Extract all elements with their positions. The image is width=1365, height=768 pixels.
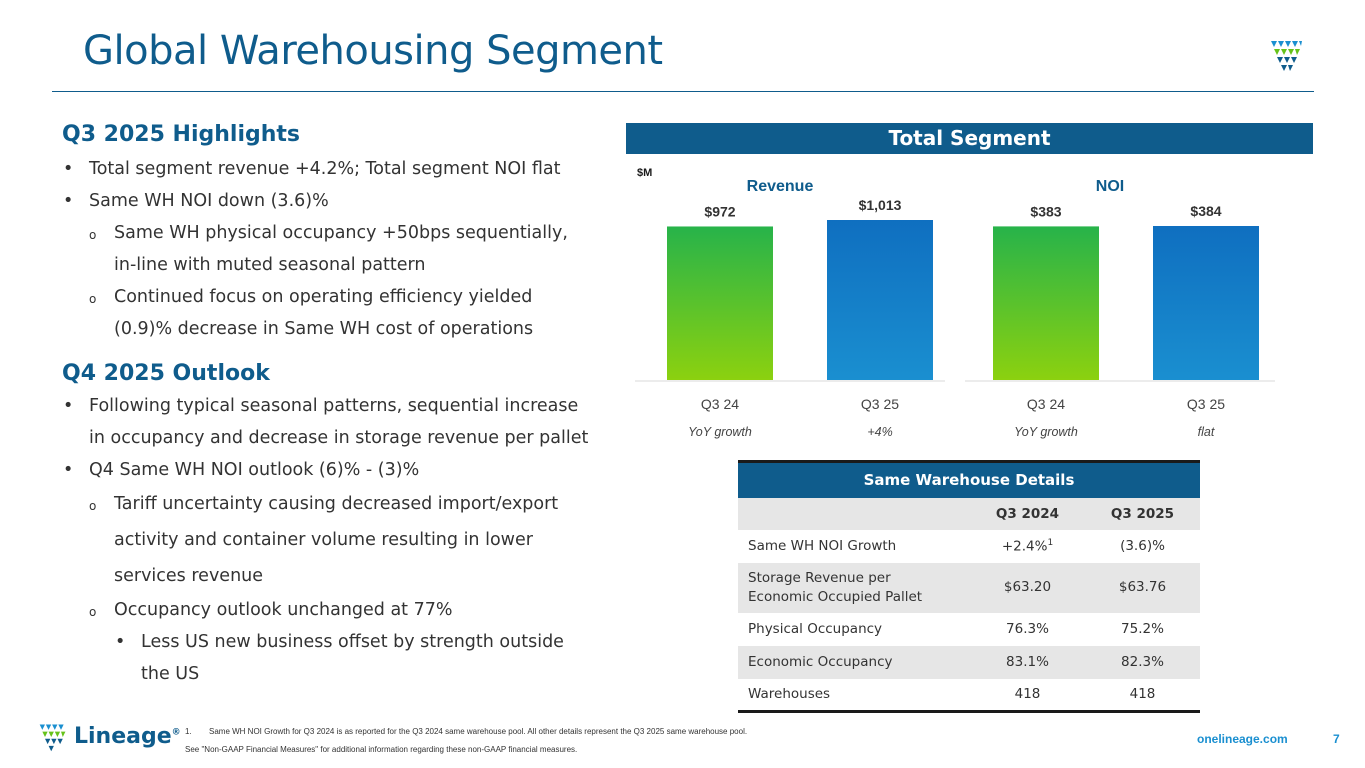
outlook-bullet: Following typical seasonal patterns, seq…	[62, 390, 622, 454]
chart-title: NOI	[1096, 178, 1124, 195]
table-cell: 418	[970, 678, 1085, 713]
highlight-sub-bullet: Same WH physical occupancy +50bps sequen…	[62, 217, 622, 281]
brand-name: Lineage	[74, 724, 172, 749]
bullet-line: Continued focus on operating efficiency …	[114, 287, 533, 307]
footnote-number: 1.	[185, 727, 192, 736]
unit-label: $M	[637, 167, 652, 179]
bullet-line: activity and container volume resulting …	[114, 530, 533, 550]
data-label: $972	[704, 203, 735, 219]
highlights-heading: Q3 2025 Highlights	[62, 122, 301, 147]
table-cell: (3.6)%	[1120, 538, 1165, 554]
footnote-text: Same WH NOI Growth for Q3 2024 is as rep…	[209, 727, 748, 736]
data-label: $1,013	[859, 197, 902, 213]
total-segment-header: Total Segment	[626, 123, 1313, 154]
bullet-line: Same WH physical occupancy +50bps sequen…	[114, 223, 568, 243]
growth-value: flat	[1198, 425, 1215, 439]
bullet-line: the US	[141, 664, 200, 684]
x-tick-label: Q3 25	[1187, 396, 1225, 412]
data-label: $383	[1030, 203, 1061, 219]
table-cell: 82.3%	[1085, 645, 1200, 679]
website-link[interactable]: onelineage.com	[1197, 732, 1288, 746]
page-title: Global Warehousing Segment	[83, 28, 663, 74]
table-cell: 75.2%	[1121, 621, 1164, 637]
x-tick-label: Q3 25	[861, 396, 899, 412]
table-cell: Storage Revenue per Economic Occupied Pa…	[738, 562, 970, 613]
bar	[667, 226, 773, 380]
cell-value: +2.4%	[1001, 538, 1048, 555]
growth-label: YoY growth	[1014, 425, 1078, 439]
table-row: Physical Occupancy 76.3% 75.2%	[738, 613, 1200, 646]
commentary: Q3 2025 Highlights Total segment revenue…	[62, 122, 622, 690]
table-cell: 83.1%	[970, 645, 1085, 679]
table-cell: Economic Occupancy	[738, 645, 970, 679]
table-header-row: Q3 2024 Q3 2025	[738, 497, 1200, 530]
same-warehouse-table: Same Warehouse Details Q3 2024 Q3 2025 S…	[738, 460, 1200, 713]
bullet-line: services revenue	[114, 566, 264, 586]
lineage-shield-icon	[39, 724, 66, 752]
table-cell: Warehouses	[738, 678, 970, 713]
table-row: Same WH NOI Growth +2.4%1 (3.6)%	[738, 530, 1200, 563]
data-label: $384	[1190, 203, 1221, 219]
table-cell: 418	[1085, 678, 1200, 713]
growth-label: YoY growth	[688, 425, 752, 439]
footnote-1: 1. Same WH NOI Growth for Q3 2024 is as r…	[185, 727, 747, 736]
footnote-2: See "Non-GAAP Financial Measures" for ad…	[185, 745, 578, 754]
table-cell: Same WH NOI Growth	[748, 538, 897, 554]
segment-charts: $M Revenue $972 Q3 24 $1,013 Q3 25 YoY growth…	[635, 167, 1275, 439]
x-tick-label: Q3 24	[1027, 396, 1065, 412]
lineage-shield-icon	[1271, 41, 1302, 71]
table-cell: $63.20	[970, 562, 1085, 613]
table-header	[738, 497, 970, 530]
bar	[993, 226, 1099, 380]
title-divider	[52, 91, 1314, 92]
cell-line: Economic Occupied Pallet	[748, 588, 923, 605]
page-number: 7	[1333, 732, 1340, 746]
footnote-ref: 1	[1047, 537, 1054, 548]
growth-value: +4%	[867, 425, 892, 439]
table-caption: Same Warehouse Details	[738, 460, 1200, 498]
table-cell: Physical Occupancy	[748, 621, 883, 637]
highlight-bullet: Same WH NOI down (3.6)%	[62, 185, 622, 217]
bar	[827, 220, 933, 380]
outlook-sub-sub-bullet: Less US new business offset by strength …	[62, 626, 622, 690]
table-row: Economic Occupancy 83.1% 82.3%	[738, 645, 1200, 679]
x-tick-label: Q3 24	[701, 396, 739, 412]
table-header: Q3 2024	[970, 497, 1085, 530]
bullet-line: Less US new business offset by strength …	[141, 632, 564, 652]
bullet-line: Following typical seasonal patterns, seq…	[89, 396, 579, 416]
chart-title: Revenue	[747, 178, 814, 195]
revenue-chart: Revenue $972 Q3 24 $1,013 Q3 25 YoY growth +4%	[635, 178, 945, 439]
outlook-sub-bullet: Occupancy outlook unchanged at 77%	[62, 594, 622, 628]
outlook-heading: Q4 2025 Outlook	[62, 361, 270, 386]
highlight-sub-bullet: Continued focus on operating efficiency …	[62, 281, 622, 345]
registered-mark: ®	[171, 727, 181, 738]
outlook-bullet: Q4 Same WH NOI outlook (6)% - (3)%	[62, 454, 622, 486]
cell-line: Storage Revenue per	[748, 569, 891, 586]
bullet-line: (0.9)% decrease in Same WH cost of opera…	[114, 319, 534, 339]
table-row: Warehouses 418 418	[738, 678, 1200, 713]
bullet-line: in-line with muted seasonal pattern	[114, 255, 426, 275]
table-cell: $63.76	[1085, 562, 1200, 613]
bar	[1153, 226, 1259, 380]
table-cell: +2.4%1	[970, 530, 1085, 563]
lineage-logo: Lineage®	[36, 721, 181, 753]
bullet-line: Tariff uncertainty causing decreased imp…	[114, 494, 559, 514]
table-header: Q3 2025	[1085, 497, 1200, 530]
highlight-bullet: Total segment revenue +4.2%; Total segme…	[62, 153, 622, 185]
brand-wordmark: Lineage®	[74, 724, 181, 749]
table-cell: 76.3%	[1006, 621, 1049, 637]
outlook-sub-bullet: Tariff uncertainty causing decreased imp…	[62, 486, 622, 594]
noi-chart: NOI $383 Q3 24 $384 Q3 25 YoY growth flat	[965, 178, 1275, 439]
bullet-line: in occupancy and decrease in storage rev…	[89, 428, 589, 448]
table-row: Storage Revenue per Economic Occupied Pa…	[738, 562, 1200, 613]
